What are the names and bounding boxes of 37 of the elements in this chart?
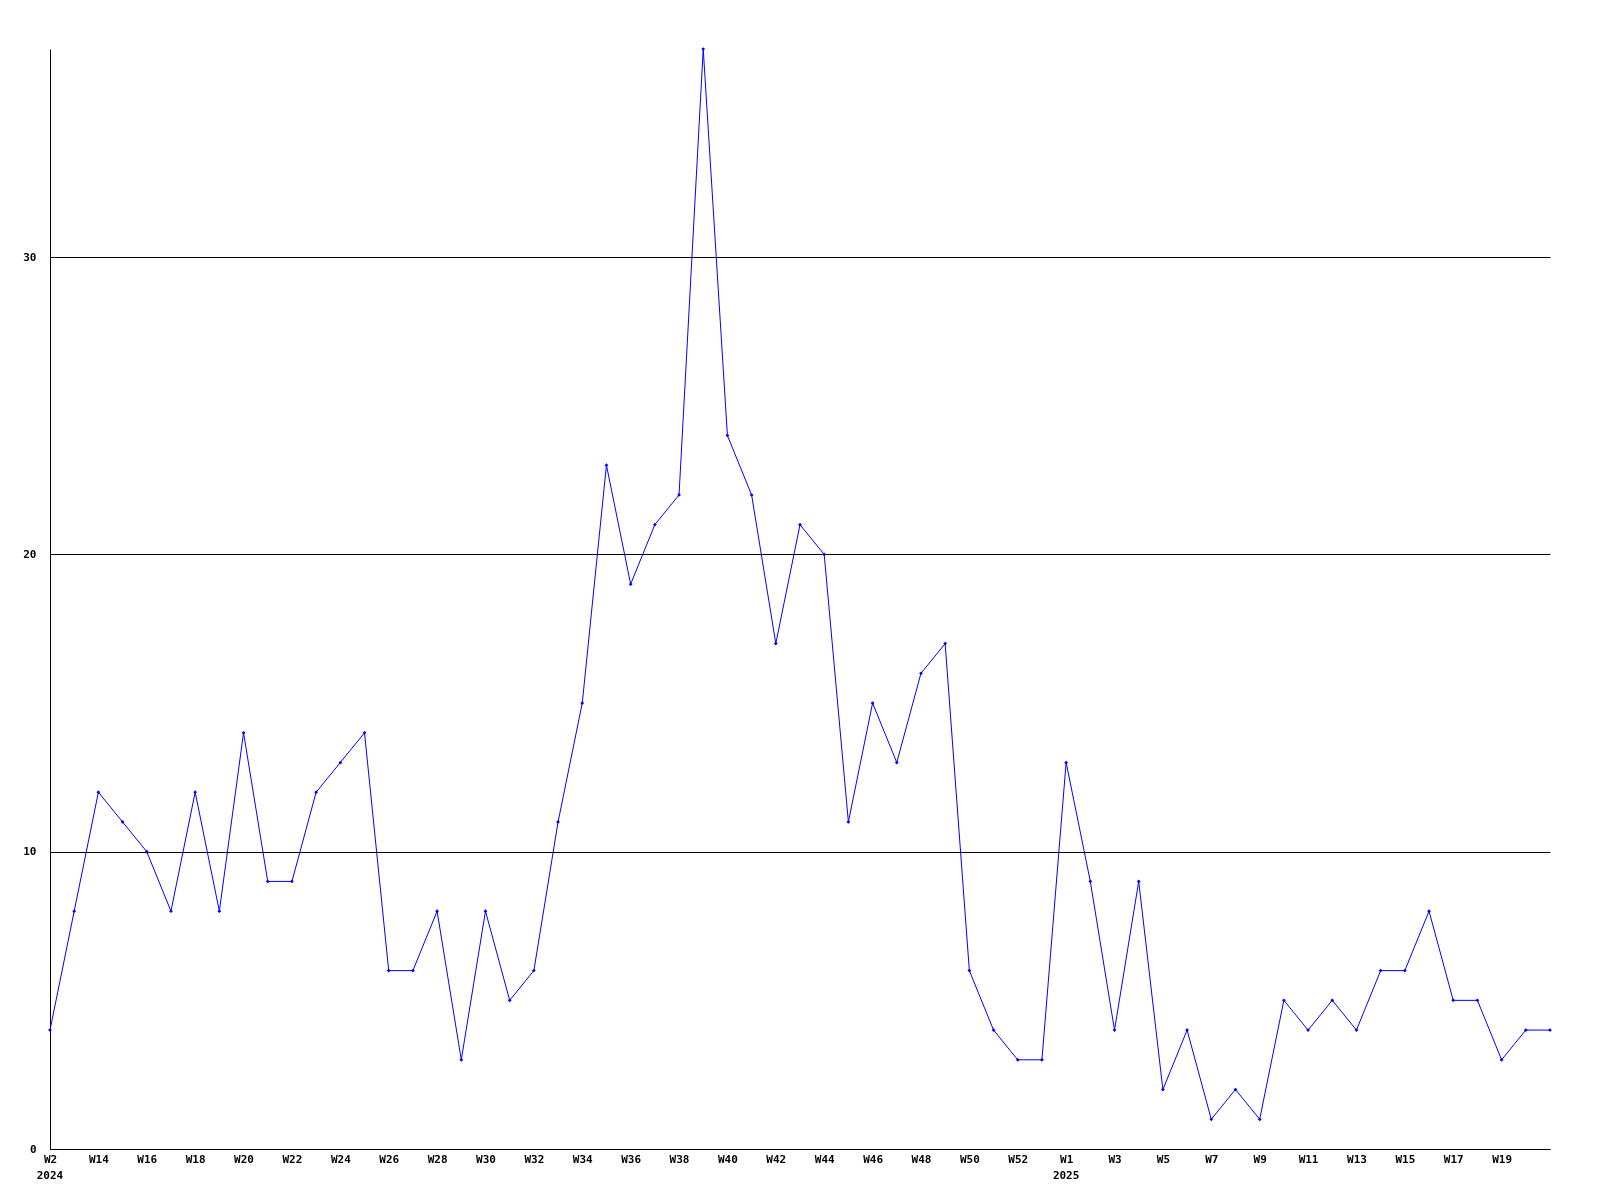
y-tick-label: 0: [29, 1142, 37, 1156]
text: 2025: [1052, 1169, 1080, 1182]
x-tick-label: W16: [137, 1152, 158, 1166]
x-tick-label: W18: [185, 1152, 206, 1166]
x-tick-label: W36: [621, 1152, 642, 1166]
x-tick-label: W9: [1253, 1152, 1267, 1166]
x-tick-label: W13: [1347, 1152, 1367, 1166]
x-tick-label: W14: [88, 1152, 110, 1166]
x-tick-label: W26: [379, 1152, 400, 1166]
x-tick-label: W7: [1205, 1152, 1219, 1166]
x-tick-label: W52: [1008, 1152, 1029, 1166]
y-tick-label: 20: [23, 547, 37, 561]
x-tick-label: W1: [1060, 1152, 1074, 1166]
y-tick-label: 10: [23, 845, 37, 859]
x-tick-label: W17: [1443, 1152, 1464, 1166]
x-tick-label: W19: [1492, 1152, 1513, 1166]
y-tick-label: 30: [23, 250, 37, 264]
text: 2024: [36, 1169, 64, 1182]
x-tick-label: W46: [863, 1152, 884, 1166]
x-tick-label: W44: [814, 1152, 835, 1166]
x-tick-label: W22: [282, 1152, 303, 1166]
x-tick-label: W32: [524, 1152, 545, 1166]
x-tick-label: W3: [1108, 1152, 1122, 1166]
x-tick-label: W34: [572, 1152, 594, 1166]
x-tick-label: W20: [234, 1152, 254, 1166]
x-tick-label: W5: [1156, 1152, 1171, 1166]
x-tick-label: W48: [911, 1152, 932, 1166]
x-tick-label: W28: [427, 1152, 448, 1166]
x-tick-label: W50: [959, 1152, 980, 1166]
x-tick-label: W30: [476, 1152, 496, 1166]
x-tick-label: W40: [717, 1152, 738, 1166]
x-tick-label: W42: [766, 1152, 787, 1166]
x-tick-label: W11: [1298, 1152, 1319, 1166]
x-tick-label: W15: [1395, 1152, 1416, 1166]
x-tick-label: W24: [330, 1152, 352, 1166]
x-tick-label: W38: [669, 1152, 690, 1166]
x-tick-label: W2: [43, 1152, 58, 1166]
